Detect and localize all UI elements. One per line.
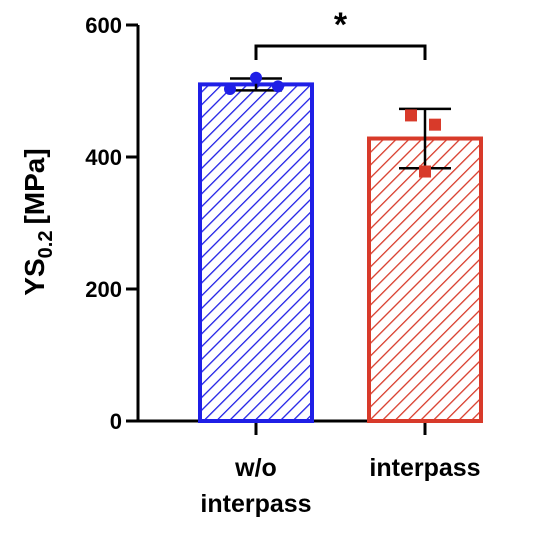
point-1-2 [419,165,431,178]
point-1-1 [429,118,441,131]
x-tick-label-0: w/o interpass [200,454,311,518]
significance-label: * [334,6,348,44]
y-tick-label-0: 0 [110,409,122,434]
y-tick-label-2: 400 [85,145,122,170]
bar-0 [198,82,314,424]
y-tick-label-1: 200 [85,277,122,302]
x-tick-label-1-line-0: interpass [369,454,480,482]
point-1-0 [405,109,417,122]
y-axis-label-unit: [MPa] [19,148,50,224]
data-points [224,71,441,178]
axes: 0 200 400 600 [85,13,470,435]
bar-1 [367,136,483,424]
point-0-2 [272,80,284,93]
x-tick-label-0-line-0: w/o [234,454,277,482]
point-0-1 [224,83,236,96]
y-tick-label-3: 600 [85,13,122,38]
x-tick-label-0-line-1: interpass [200,490,311,518]
y-axis-label-subscript: 0.2 [35,231,57,259]
point-0-0 [250,71,262,84]
y-axis-label: YS0.2 [MPa] [19,148,57,295]
y-axis-label-main: YS [19,258,50,295]
x-tick-labels: w/o interpass interpass [200,454,480,518]
bars [198,82,483,424]
significance-line [254,44,427,60]
x-tick-label-1: interpass [369,454,480,482]
significance-bracket: * [254,6,427,60]
